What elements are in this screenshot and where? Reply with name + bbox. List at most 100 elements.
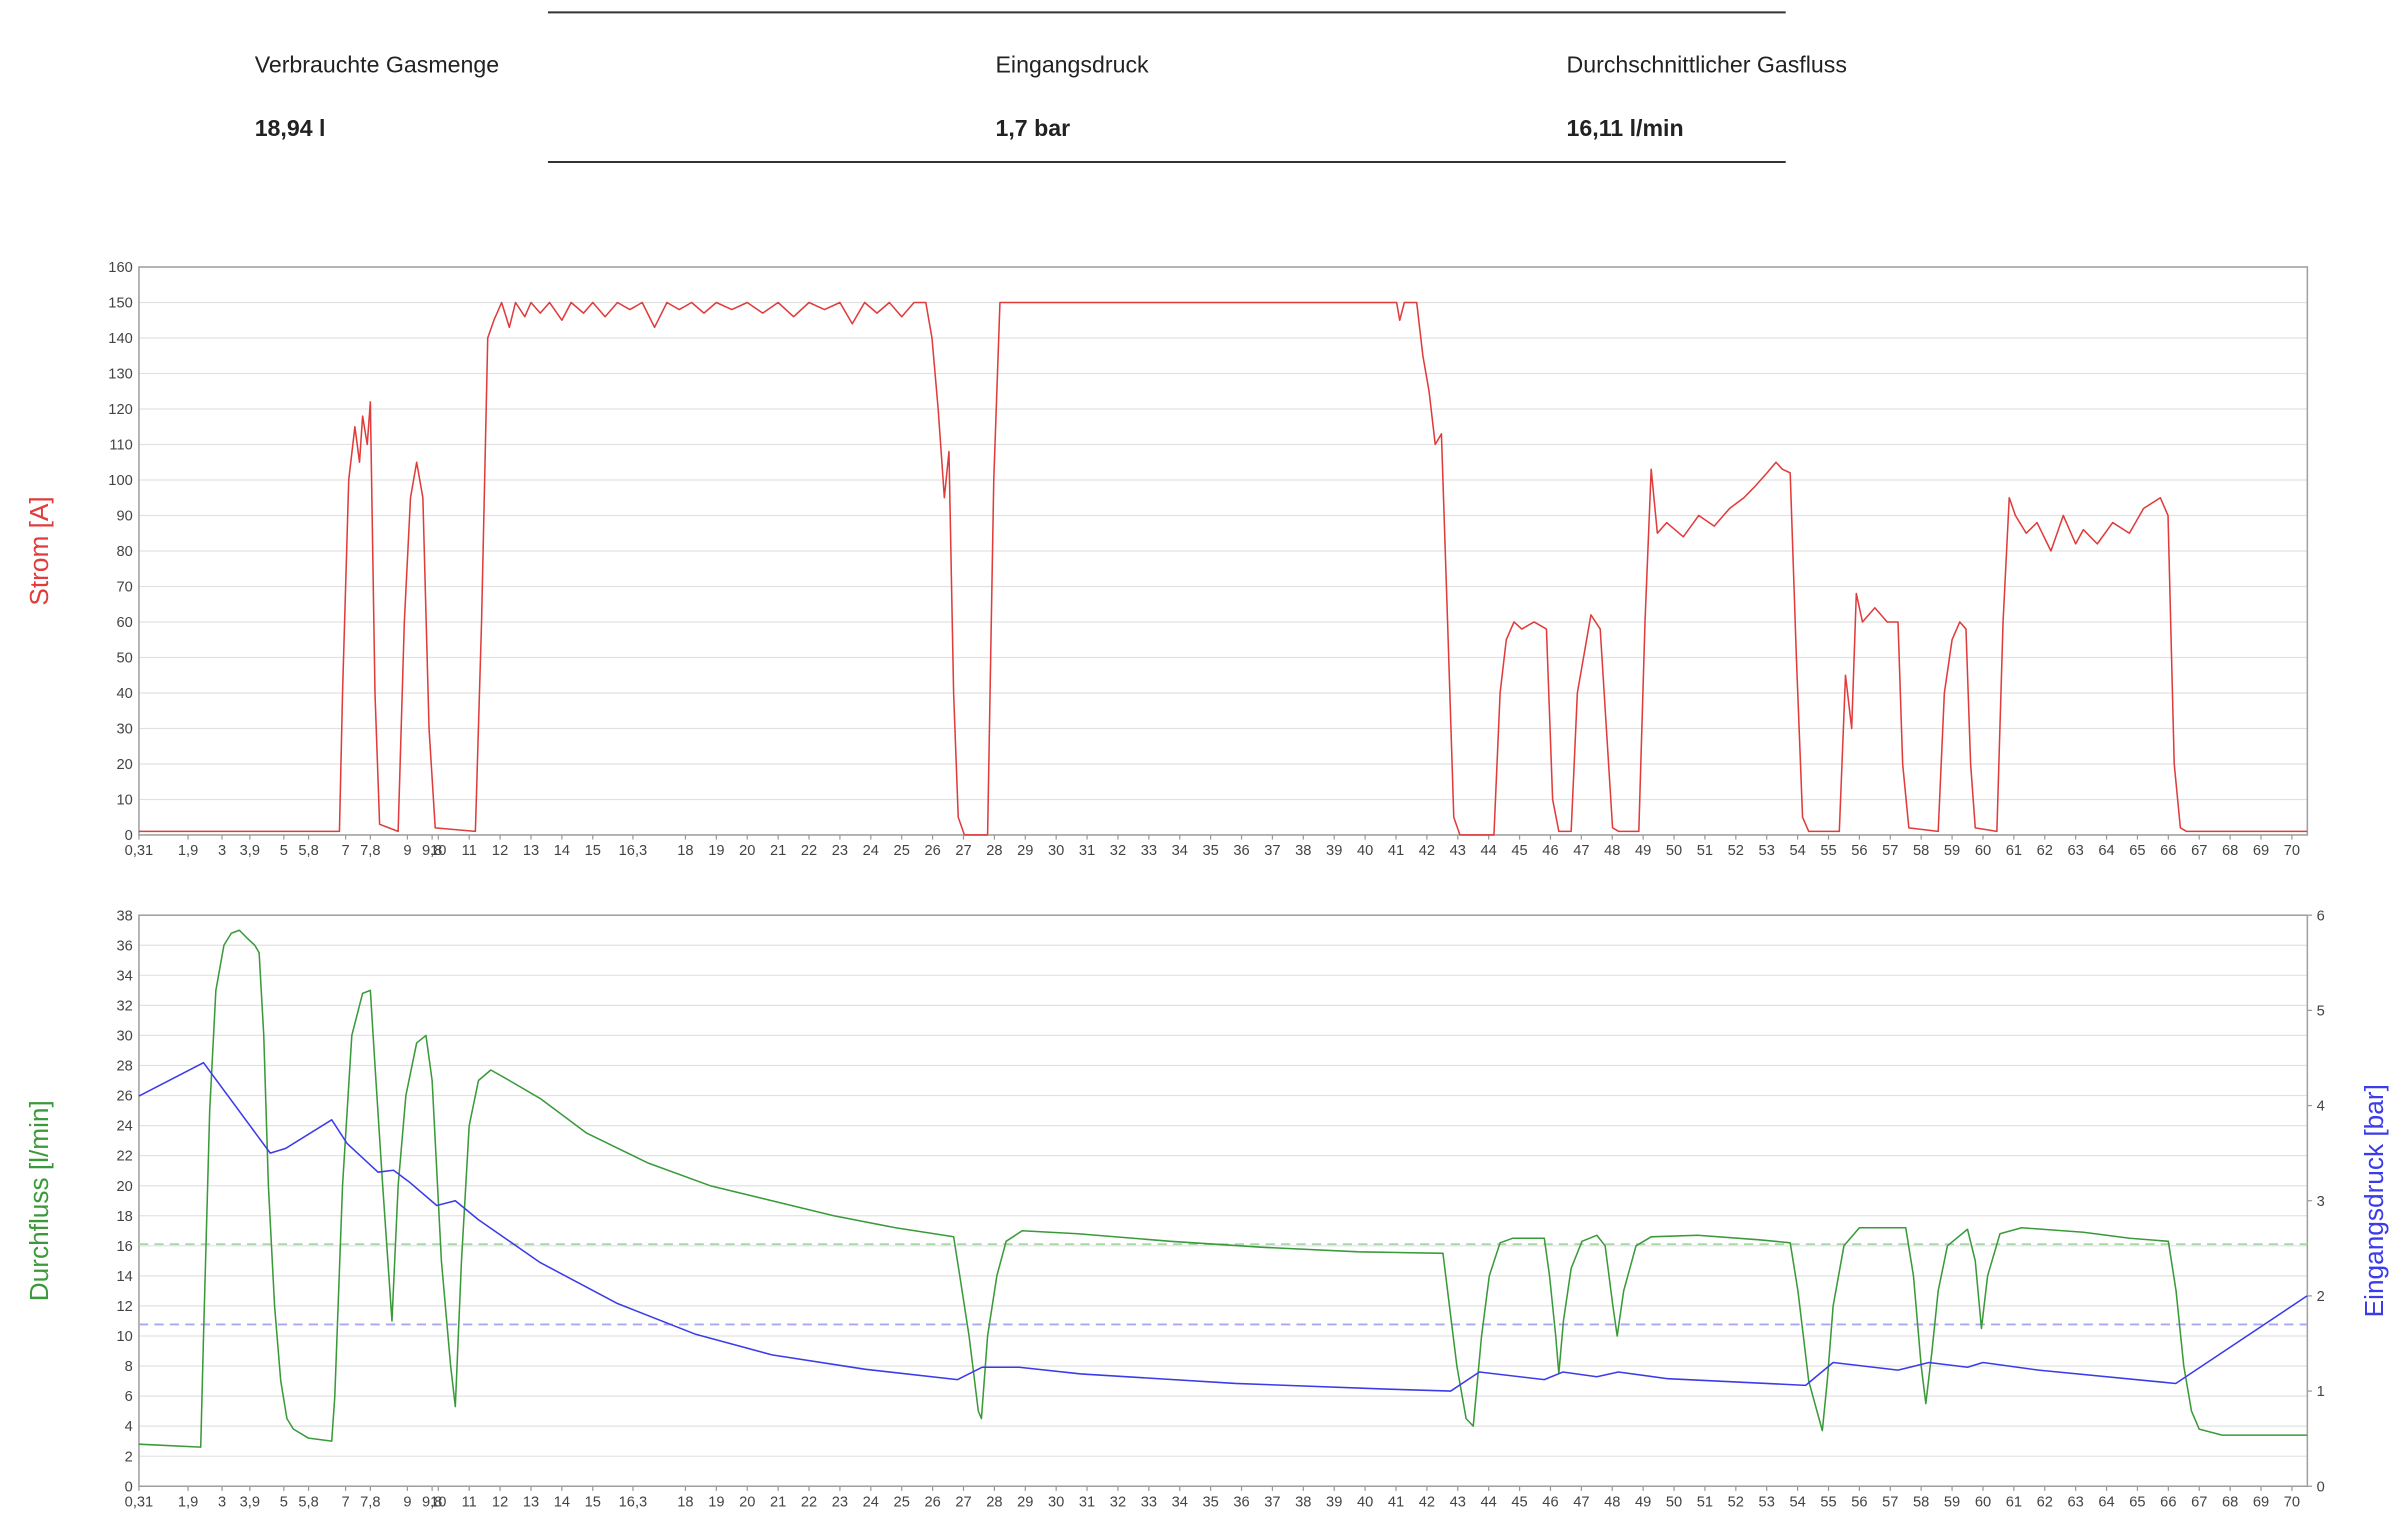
x-tick-label: 58 <box>1913 843 1929 859</box>
y-tick-label: 10 <box>116 793 132 809</box>
x-tick-label: 22 <box>801 1494 817 1510</box>
x-tick-label: 19 <box>708 843 724 859</box>
y-tick-label: 8 <box>125 1359 133 1375</box>
plot-frame <box>138 266 2309 836</box>
x-tick-label: 37 <box>1264 1494 1280 1510</box>
summary-value: 16,11 l/min <box>1567 115 1684 141</box>
y-tick-label: 20 <box>116 757 132 773</box>
y-tick-label: 28 <box>116 1059 132 1075</box>
x-tick-label: 32 <box>1110 1494 1126 1510</box>
x-tick-label: 52 <box>1728 843 1744 859</box>
y-tick-label: 120 <box>108 402 132 418</box>
x-tick-label: 68 <box>2222 843 2238 859</box>
y-tick-label: 60 <box>116 615 132 631</box>
x-tick-label: 11 <box>462 1494 477 1510</box>
y2-tick-label: 6 <box>2317 908 2325 924</box>
x-tick-label: 9 <box>403 1494 411 1510</box>
x-tick-label: 37 <box>1264 843 1280 859</box>
x-tick-label: 64 <box>2098 1494 2114 1510</box>
x-tick-label: 23 <box>832 1494 848 1510</box>
x-tick-label: 47 <box>1573 1494 1589 1510</box>
x-tick-label: 32 <box>1110 843 1126 859</box>
x-tick-label: 3,9 <box>240 843 260 859</box>
x-tick-label: 59 <box>1944 843 1960 859</box>
x-tick-label: 13 <box>523 1494 539 1510</box>
y-tick-label: 70 <box>116 580 132 596</box>
x-tick-label: 38 <box>1295 843 1311 859</box>
x-tick-label: 7,8 <box>360 1494 380 1510</box>
x-tick-label: 59 <box>1944 1494 1960 1510</box>
x-tick-label: 53 <box>1759 1494 1775 1510</box>
y-tick-label: 38 <box>116 908 132 924</box>
x-tick-label: 25 <box>894 843 910 859</box>
y-tick-label: 30 <box>116 1029 132 1045</box>
x-tick-label: 39 <box>1326 843 1342 859</box>
y-tick-label: 2 <box>125 1449 133 1465</box>
x-tick-label: 7,8 <box>360 843 380 859</box>
x-tick-label: 56 <box>1851 1494 1867 1510</box>
x-tick-label: 19 <box>708 1494 724 1510</box>
x-tick-label: 36 <box>1233 1494 1249 1510</box>
x-tick-label: 10 <box>430 843 446 859</box>
x-tick-label: 63 <box>2067 843 2083 859</box>
y-tick-label: 34 <box>116 968 132 984</box>
x-tick-label: 48 <box>1604 843 1620 859</box>
x-tick-label: 30 <box>1048 1494 1064 1510</box>
x-tick-label: 56 <box>1851 843 1867 859</box>
x-tick-label: 51 <box>1697 843 1713 859</box>
summary-label: Eingangsdruck <box>996 52 1150 78</box>
x-tick-label: 22 <box>801 843 817 859</box>
x-tick-label: 40 <box>1357 1494 1373 1510</box>
y-tick-label: 100 <box>108 473 132 489</box>
y2-tick-label: 2 <box>2317 1289 2325 1305</box>
data-line <box>138 929 2308 1448</box>
x-tick-label: 3,9 <box>240 1494 260 1510</box>
x-tick-label: 55 <box>1820 1494 1836 1510</box>
y-tick-label: 12 <box>116 1299 132 1315</box>
x-tick-label: 50 <box>1666 843 1682 859</box>
y-tick-label: 130 <box>108 367 132 383</box>
x-tick-label: 31 <box>1079 1494 1095 1510</box>
x-tick-label: 40 <box>1357 843 1373 859</box>
x-tick-label: 29 <box>1017 1494 1033 1510</box>
x-tick-label: 5,8 <box>298 843 318 859</box>
x-tick-label: 25 <box>894 1494 910 1510</box>
x-tick-label: 9 <box>403 843 411 859</box>
plot-frame <box>138 914 2309 1488</box>
x-tick-label: 45 <box>1511 843 1527 859</box>
y-tick-label: 0 <box>125 1479 133 1495</box>
y-tick-label: 160 <box>108 260 132 276</box>
x-tick-label: 66 <box>2160 1494 2176 1510</box>
summary-label: Durchschnittlicher Gasfluss <box>1567 52 1847 78</box>
x-tick-label: 67 <box>2191 843 2207 859</box>
x-tick-label: 9,8 <box>422 1494 442 1510</box>
x-tick-label: 43 <box>1450 843 1466 859</box>
x-tick-label: 48 <box>1604 1494 1620 1510</box>
x-tick-label: 35 <box>1202 843 1218 859</box>
x-tick-label: 60 <box>1975 1494 1991 1510</box>
y-tick-label: 22 <box>116 1149 132 1165</box>
x-tick-label: 20 <box>739 843 755 859</box>
x-tick-label: 29 <box>1017 843 1033 859</box>
x-tick-label: 61 <box>2006 1494 2022 1510</box>
summary-value: 1,7 bar <box>996 115 1071 141</box>
x-tick-label: 11 <box>462 843 477 859</box>
x-tick-label: 34 <box>1172 1494 1188 1510</box>
y-tick-label: 14 <box>116 1269 132 1285</box>
x-tick-label: 18 <box>677 1494 693 1510</box>
x-tick-label: 49 <box>1635 843 1651 859</box>
x-tick-label: 26 <box>924 843 940 859</box>
y-tick-label: 40 <box>116 686 132 702</box>
x-tick-label: 63 <box>2067 1494 2083 1510</box>
x-tick-label: 33 <box>1141 843 1157 859</box>
x-tick-label: 24 <box>863 843 879 859</box>
x-tick-label: 44 <box>1481 1494 1497 1510</box>
y-tick-label: 20 <box>116 1179 132 1195</box>
x-tick-label: 7 <box>342 1494 350 1510</box>
x-tick-label: 61 <box>2006 843 2022 859</box>
x-tick-label: 5,8 <box>298 1494 318 1510</box>
x-tick-label: 49 <box>1635 1494 1651 1510</box>
x-tick-label: 65 <box>2129 1494 2145 1510</box>
x-tick-label: 20 <box>739 1494 755 1510</box>
